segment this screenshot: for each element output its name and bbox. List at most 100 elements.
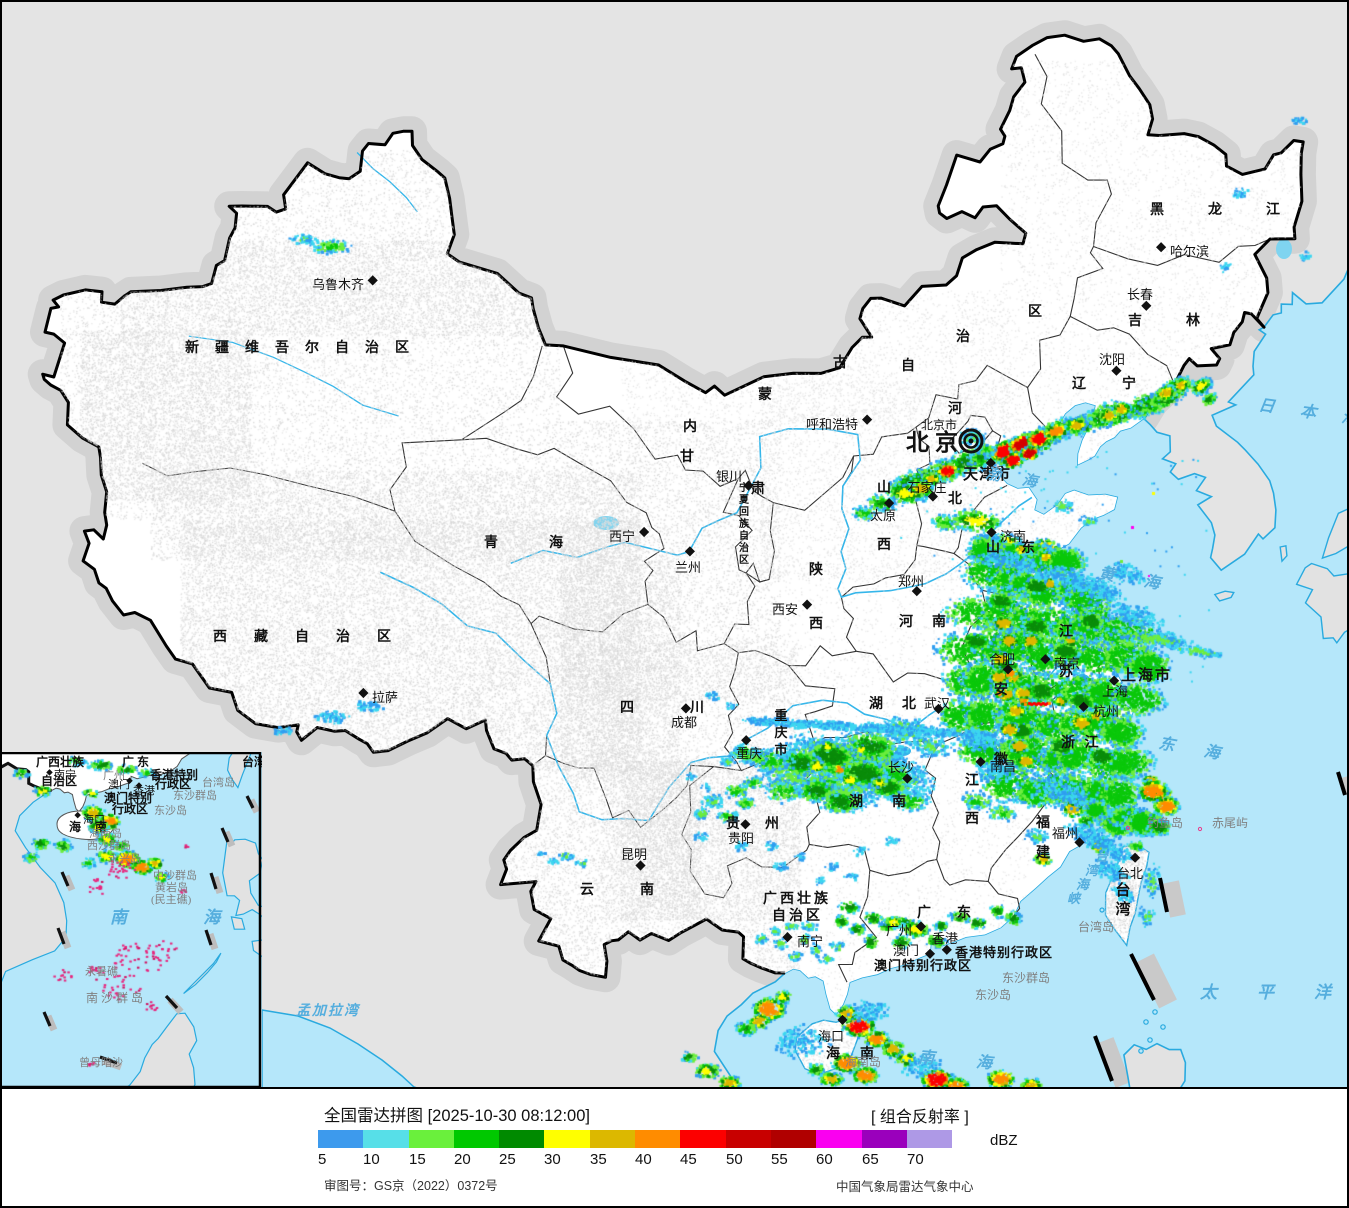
svg-text:行政区: 行政区	[111, 801, 148, 816]
svg-text:自治区: 自治区	[41, 773, 77, 788]
svg-text:海南: 海南	[69, 819, 121, 834]
svg-text:安: 安	[994, 681, 1008, 698]
svg-text:陕: 陕	[809, 561, 823, 578]
svg-text:天津市: 天津市	[963, 465, 1011, 483]
svg-text:呼和浩特: 呼和浩特	[806, 417, 858, 432]
svg-text:贵阳: 贵阳	[728, 831, 754, 846]
svg-text:海口: 海口	[818, 1029, 844, 1044]
svg-text:苏: 苏	[1059, 663, 1073, 680]
svg-text:自: 自	[739, 529, 749, 542]
svg-text:自: 自	[901, 357, 915, 374]
svg-text:乌鲁木齐: 乌鲁木齐	[312, 277, 364, 292]
svg-text:自治区: 自治区	[772, 907, 823, 924]
svg-text:澳门: 澳门	[893, 943, 919, 958]
svg-text:湖南: 湖南	[849, 793, 935, 810]
svg-text:族: 族	[739, 517, 750, 530]
svg-text:广西壮族: 广西壮族	[36, 754, 85, 769]
svg-text:建: 建	[1036, 844, 1050, 861]
svg-text:杭州: 杭州	[1093, 704, 1119, 719]
svg-text:台: 台	[1095, 849, 1109, 864]
svg-text:澳门特别: 澳门特别	[104, 790, 152, 805]
svg-text:香港特别行政区: 香港特别行政区	[954, 945, 1053, 960]
svg-text:蒙: 蒙	[758, 386, 772, 403]
svg-text:海南岛: 海南岛	[845, 1054, 881, 1069]
svg-text:江: 江	[1059, 623, 1073, 640]
svg-text:海口: 海口	[83, 812, 105, 826]
svg-text:广 东: 广 东	[122, 754, 149, 769]
svg-text:澳门: 澳门	[108, 777, 130, 791]
svg-text:治: 治	[739, 541, 749, 554]
svg-text:广西壮族: 广西壮族	[763, 890, 831, 907]
svg-text:回: 回	[739, 506, 749, 518]
svg-text:武汉: 武汉	[924, 696, 950, 711]
svg-text:沈阳: 沈阳	[1099, 352, 1125, 367]
svg-text:西: 西	[877, 537, 891, 553]
svg-text:孟加拉湾: 孟加拉湾	[296, 1002, 361, 1019]
svg-text:南海: 南海	[918, 1048, 1035, 1076]
svg-text:广州: 广州	[103, 769, 125, 782]
svg-text:香港: 香港	[932, 931, 958, 946]
svg-text:河: 河	[948, 400, 962, 417]
svg-text:南 沙 群 岛: 南 沙 群 岛	[86, 990, 143, 1005]
svg-text:海: 海	[1076, 877, 1091, 892]
svg-text:徽: 徽	[993, 751, 1009, 768]
svg-text:银川: 银川	[716, 469, 742, 484]
svg-text:庆: 庆	[773, 725, 787, 740]
svg-text:区: 区	[739, 554, 749, 566]
svg-text:台湾岛: 台湾岛	[1078, 919, 1114, 934]
svg-text:东海: 东海	[1157, 734, 1251, 768]
svg-text:海南岛: 海南岛	[89, 826, 122, 840]
svg-text:渤海: 渤海	[984, 465, 1060, 495]
svg-text:日本海: 日本海	[1257, 396, 1349, 431]
svg-text:上海: 上海	[1102, 684, 1128, 699]
svg-text:长春: 长春	[1127, 287, 1153, 302]
svg-text:古: 古	[833, 354, 847, 371]
svg-text:合肥: 合肥	[989, 652, 1015, 667]
svg-text:东沙岛: 东沙岛	[975, 987, 1011, 1002]
svg-text:(民主礁): (民主礁)	[151, 892, 192, 906]
svg-text:西: 西	[809, 616, 823, 632]
svg-text:湖北: 湖北	[869, 696, 935, 712]
svg-text:福州: 福州	[1052, 826, 1078, 841]
svg-text:台湾岛: 台湾岛	[202, 775, 235, 789]
svg-text:东沙岛: 东沙岛	[154, 803, 187, 817]
svg-text:云南: 云南	[580, 881, 700, 898]
svg-text:西藏自治区: 西藏自治区	[213, 628, 418, 645]
svg-text:中沙群岛: 中沙群岛	[153, 868, 197, 882]
svg-text:宁: 宁	[739, 481, 749, 494]
svg-text:行政区: 行政区	[154, 776, 191, 791]
svg-text:肃: 肃	[751, 480, 765, 497]
svg-text:拉萨: 拉萨	[372, 690, 398, 705]
svg-text:长沙: 长沙	[888, 760, 914, 775]
svg-text:重: 重	[774, 708, 787, 723]
svg-text:西安: 西安	[772, 602, 798, 617]
svg-text:广东: 广东	[917, 904, 997, 921]
svg-text:北京市: 北京市	[921, 417, 957, 432]
svg-text:治: 治	[956, 328, 970, 345]
svg-text:石家庄: 石家庄	[907, 480, 946, 495]
svg-text:内: 内	[683, 418, 697, 435]
svg-text:兰州: 兰州	[675, 560, 701, 575]
svg-text:西: 西	[965, 811, 979, 827]
svg-text:郑州: 郑州	[898, 574, 924, 589]
svg-text:哈尔滨: 哈尔滨	[1170, 244, 1209, 259]
svg-text:太平洋: 太平洋	[1199, 983, 1349, 1002]
svg-text:黑龙江: 黑龙江	[1150, 201, 1324, 218]
svg-text:台: 台	[1115, 881, 1130, 899]
svg-text:香港特别: 香港特别	[149, 767, 198, 782]
svg-text:台北: 台北	[1117, 866, 1143, 881]
svg-text:赤尾屿: 赤尾屿	[1212, 816, 1248, 830]
svg-text:成都: 成都	[671, 715, 697, 730]
svg-text:东沙群岛: 东沙群岛	[173, 788, 217, 802]
svg-text:北: 北	[948, 491, 962, 507]
svg-text:吉林: 吉林	[1128, 312, 1244, 329]
svg-text:辽宁: 辽宁	[1072, 375, 1172, 392]
svg-text:西沙群岛: 西沙群岛	[87, 838, 131, 852]
svg-text:东沙群岛: 东沙群岛	[1002, 970, 1050, 985]
svg-text:广州: 广州	[886, 923, 912, 938]
svg-text:昆明: 昆明	[621, 847, 647, 862]
svg-text:永暑礁: 永暑礁	[85, 964, 118, 978]
svg-text:台湾: 台湾	[242, 754, 266, 769]
svg-text:永兴岛: 永兴岛	[108, 851, 141, 865]
svg-text:钓鱼岛: 钓鱼岛	[1147, 815, 1183, 830]
